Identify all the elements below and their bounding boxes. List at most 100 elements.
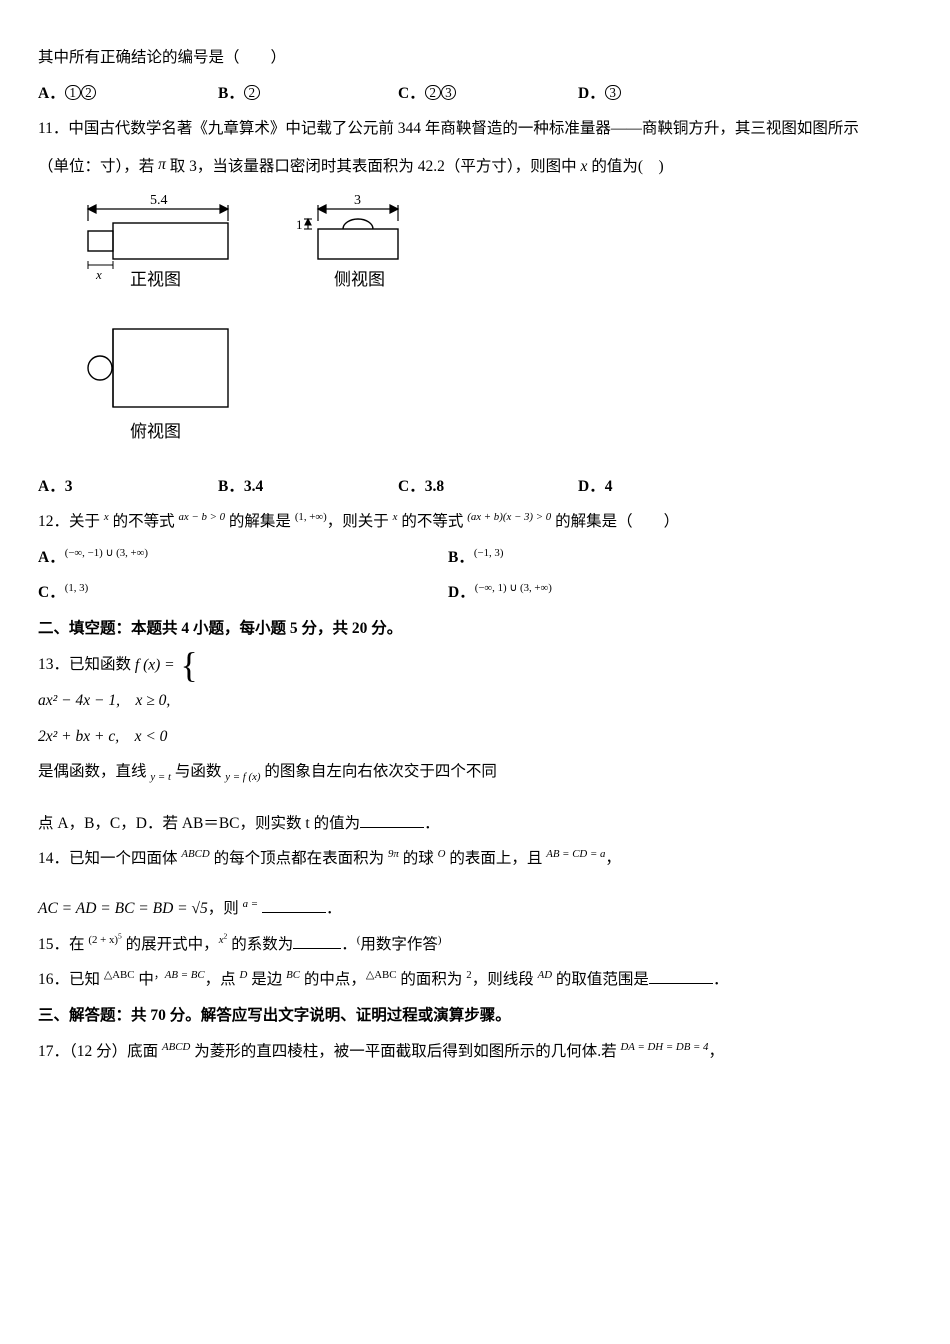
q17-tail: ， bbox=[708, 1043, 724, 1060]
q11-stem-b-post: 的值为( ) bbox=[591, 158, 663, 175]
q14-area: 9π bbox=[388, 848, 399, 860]
q14-mid4: ， bbox=[605, 850, 621, 867]
dim-5-4: 5.4 bbox=[150, 193, 168, 208]
q13-piece2: 2x² + bx + c, x < 0 bbox=[38, 719, 912, 755]
three-view-svg: 5.4 x 正视图 3 1 侧视图 俯视图 bbox=[38, 189, 478, 459]
q14-line2b: ，则 bbox=[208, 900, 243, 917]
q14-mid3: 的表面上，且 bbox=[445, 850, 546, 867]
q13-blank bbox=[360, 811, 424, 828]
sec2-text: 二、填空题：本题共 4 小题，每小题 5 分，共 20 分。 bbox=[38, 620, 402, 637]
q11-options: A．3 B．3.4 C．3.8 D．4 bbox=[38, 469, 912, 505]
q16-mid2: ，点 bbox=[205, 971, 240, 988]
q10-options: A．12 B．2 C．23 D．3 bbox=[38, 76, 912, 112]
q13-fx: f (x) = bbox=[135, 656, 175, 673]
q13-yfx: y = f (x) bbox=[225, 771, 260, 783]
q15-rpar: ) bbox=[438, 934, 442, 946]
dim-3: 3 bbox=[354, 193, 361, 208]
q16-mid5: 的面积为 bbox=[397, 971, 467, 988]
q12-opt-c: C．(1, 3) bbox=[38, 575, 448, 611]
q13-line1: 13．已知函数 f (x) = { bbox=[38, 647, 912, 683]
q11-x: x bbox=[581, 158, 588, 175]
q17-mid1: 为菱形的直四棱柱，被一平面截取后得到如图所示的几何体.若 bbox=[190, 1043, 620, 1060]
q16-line: 16．已知 △ABC 中，AB = BC，点 D 是边 BC 的中点，△ABC … bbox=[38, 962, 912, 998]
side-view-label: 侧视图 bbox=[334, 270, 385, 289]
q11-stem-b-pre: （单位：寸），若 bbox=[38, 158, 154, 175]
q12-mid3: ，则关于 bbox=[327, 513, 393, 530]
q14-abcd: ABCD bbox=[181, 848, 209, 860]
q14-line2a: AC = AD = BC = BD = √5 bbox=[38, 900, 208, 917]
q16-mid1: 中 bbox=[135, 971, 154, 988]
front-x-label: x bbox=[95, 267, 102, 282]
q15-mid2: 的系数为 bbox=[227, 936, 293, 953]
q11-stem-line2: （单位：寸），若 π 取 3，当该量器口密闭时其表面积为 42.2（平方寸），则… bbox=[38, 147, 912, 185]
q12-set1: (1, +∞) bbox=[295, 511, 327, 523]
front-view-label: 正视图 bbox=[130, 270, 181, 289]
q16-blank bbox=[649, 968, 713, 985]
q17-eq: DA = DH = DB = 4 bbox=[620, 1041, 708, 1053]
brace-icon: { bbox=[180, 649, 197, 681]
q16-tail: ． bbox=[713, 971, 729, 988]
q13-mid3: 的图象自左向右依次交于四个不同 bbox=[261, 763, 497, 780]
q14-aeq: a = bbox=[243, 898, 258, 910]
three-view-figure: 5.4 x 正视图 3 1 侧视图 俯视图 bbox=[38, 189, 912, 459]
q12-pre: 12．关于 bbox=[38, 513, 104, 530]
q13-line2: 点 A，B，C，D．若 AB＝BC，则实数 t 的值为 ． bbox=[38, 806, 912, 842]
q10-opt-c: C．23 bbox=[398, 76, 578, 112]
q16-pre: 16．已知 bbox=[38, 971, 104, 988]
q14-line1: 14．已知一个四面体 ABCD 的每个顶点都在表面积为 9π 的球 O 的表面上… bbox=[38, 841, 912, 877]
q13-line2b: ． bbox=[424, 815, 440, 832]
q12-opt-a-val: (−∞, −1) ∪ (3, +∞) bbox=[65, 547, 148, 559]
q12-opt-b: B．(−1, 3) bbox=[448, 540, 912, 576]
q16-bc: BC bbox=[286, 969, 300, 981]
q12-opt-b-val: (−1, 3) bbox=[474, 547, 504, 559]
q14-pre: 14．已知一个四面体 bbox=[38, 850, 181, 867]
q16-mid6: ，则线段 bbox=[472, 971, 538, 988]
q15-tailpre: ． bbox=[341, 936, 357, 953]
q11-stem-line1: 11．中国古代数学名著《九章算术》中记载了公元前 344 年商鞅督造的一种标准量… bbox=[38, 111, 912, 147]
q12-opt-a: A．(−∞, −1) ∪ (3, +∞) bbox=[38, 540, 448, 576]
q14-line2: AC = AD = BC = BD = √5，则 a = ． bbox=[38, 891, 912, 927]
q16-eq1: AB = BC bbox=[165, 969, 205, 981]
q14-mid2: 的球 bbox=[399, 850, 438, 867]
section-3-heading: 三、解答题：共 70 分。解答应写出文字说明、证明过程或演算步骤。 bbox=[38, 998, 912, 1034]
q14-mid1: 的每个顶点都在表面积为 bbox=[210, 850, 388, 867]
sec3-text: 三、解答题：共 70 分。解答应写出文字说明、证明过程或演算步骤。 bbox=[38, 1007, 511, 1024]
q17-pre: 17．（12 分）底面 bbox=[38, 1043, 162, 1060]
q11-opt-b: B．3.4 bbox=[218, 469, 398, 505]
q13-yt: y = t bbox=[150, 771, 171, 783]
q10-stem: 其中所有正确结论的编号是（ ） bbox=[38, 40, 912, 76]
q10-opt-d: D．3 bbox=[578, 76, 758, 112]
dim-1: 1 bbox=[296, 217, 303, 232]
q16-tri2: △ABC bbox=[366, 969, 397, 981]
q16-mid7: 的取值范围是 bbox=[552, 971, 649, 988]
q12-opt-c-val: (1, 3) bbox=[65, 582, 89, 594]
q15-pre: 15．在 bbox=[38, 936, 88, 953]
q16-ad: AD bbox=[538, 969, 552, 981]
q16-mid3: 是边 bbox=[247, 971, 286, 988]
q12-mid5: 的解集是（ ） bbox=[551, 513, 679, 530]
q12-mid2: 的解集是 bbox=[225, 513, 295, 530]
q16-tri: △ABC bbox=[104, 969, 135, 981]
q13-mid2: 与函数 bbox=[171, 763, 225, 780]
q14-eq1: AB = CD = a bbox=[546, 848, 605, 860]
q10-stem-text: 其中所有正确结论的编号是（ ） bbox=[38, 49, 286, 66]
q12-opt-d: D．(−∞, 1) ∪ (3, +∞) bbox=[448, 575, 912, 611]
q11-stem-b-mid: 取 3，当该量器口密闭时其表面积为 42.2（平方寸），则图中 bbox=[170, 158, 581, 175]
q12-mid4: 的不等式 bbox=[397, 513, 467, 530]
q17-line: 17．（12 分）底面 ABCD 为菱形的直四棱柱，被一平面截取后得到如图所示的… bbox=[38, 1034, 912, 1070]
q11-opt-a: A．3 bbox=[38, 469, 218, 505]
q14-line2c: ． bbox=[326, 900, 342, 917]
q15-blank bbox=[293, 932, 341, 949]
q15-expr: (2 + x) bbox=[88, 934, 118, 946]
q13-piece1: ax² − 4x − 1, x ≥ 0, bbox=[38, 683, 912, 719]
q13-pre: 13．已知函数 bbox=[38, 656, 135, 673]
q11-opt-d: D．4 bbox=[578, 469, 758, 505]
q10-opt-a: A．12 bbox=[38, 76, 218, 112]
top-view-label: 俯视图 bbox=[130, 422, 181, 441]
q16-mid4: 的中点， bbox=[300, 971, 366, 988]
q14-blank bbox=[262, 897, 326, 914]
q13-line2a: 点 A，B，C，D．若 AB＝BC，则实数 t 的值为 bbox=[38, 815, 360, 832]
q12-stem: 12．关于 x 的不等式 ax − b > 0 的解集是 (1, +∞)，则关于… bbox=[38, 504, 912, 540]
section-2-heading: 二、填空题：本题共 4 小题，每小题 5 分，共 20 分。 bbox=[38, 611, 912, 647]
pi-symbol: π bbox=[158, 156, 166, 173]
